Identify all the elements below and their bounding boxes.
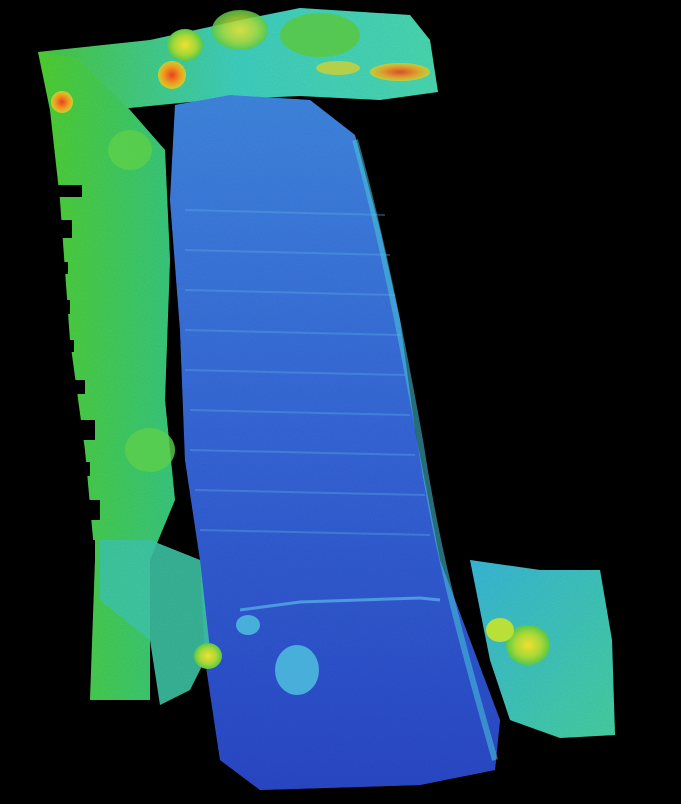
field-row-lines bbox=[184, 209, 431, 536]
field-track bbox=[239, 596, 441, 612]
tree-canopies bbox=[51, 10, 550, 695]
lower-left-fringe bbox=[100, 540, 210, 705]
right-edge-path bbox=[352, 139, 498, 761]
left-elevated-zone bbox=[38, 52, 175, 700]
left-notches bbox=[40, 185, 100, 560]
